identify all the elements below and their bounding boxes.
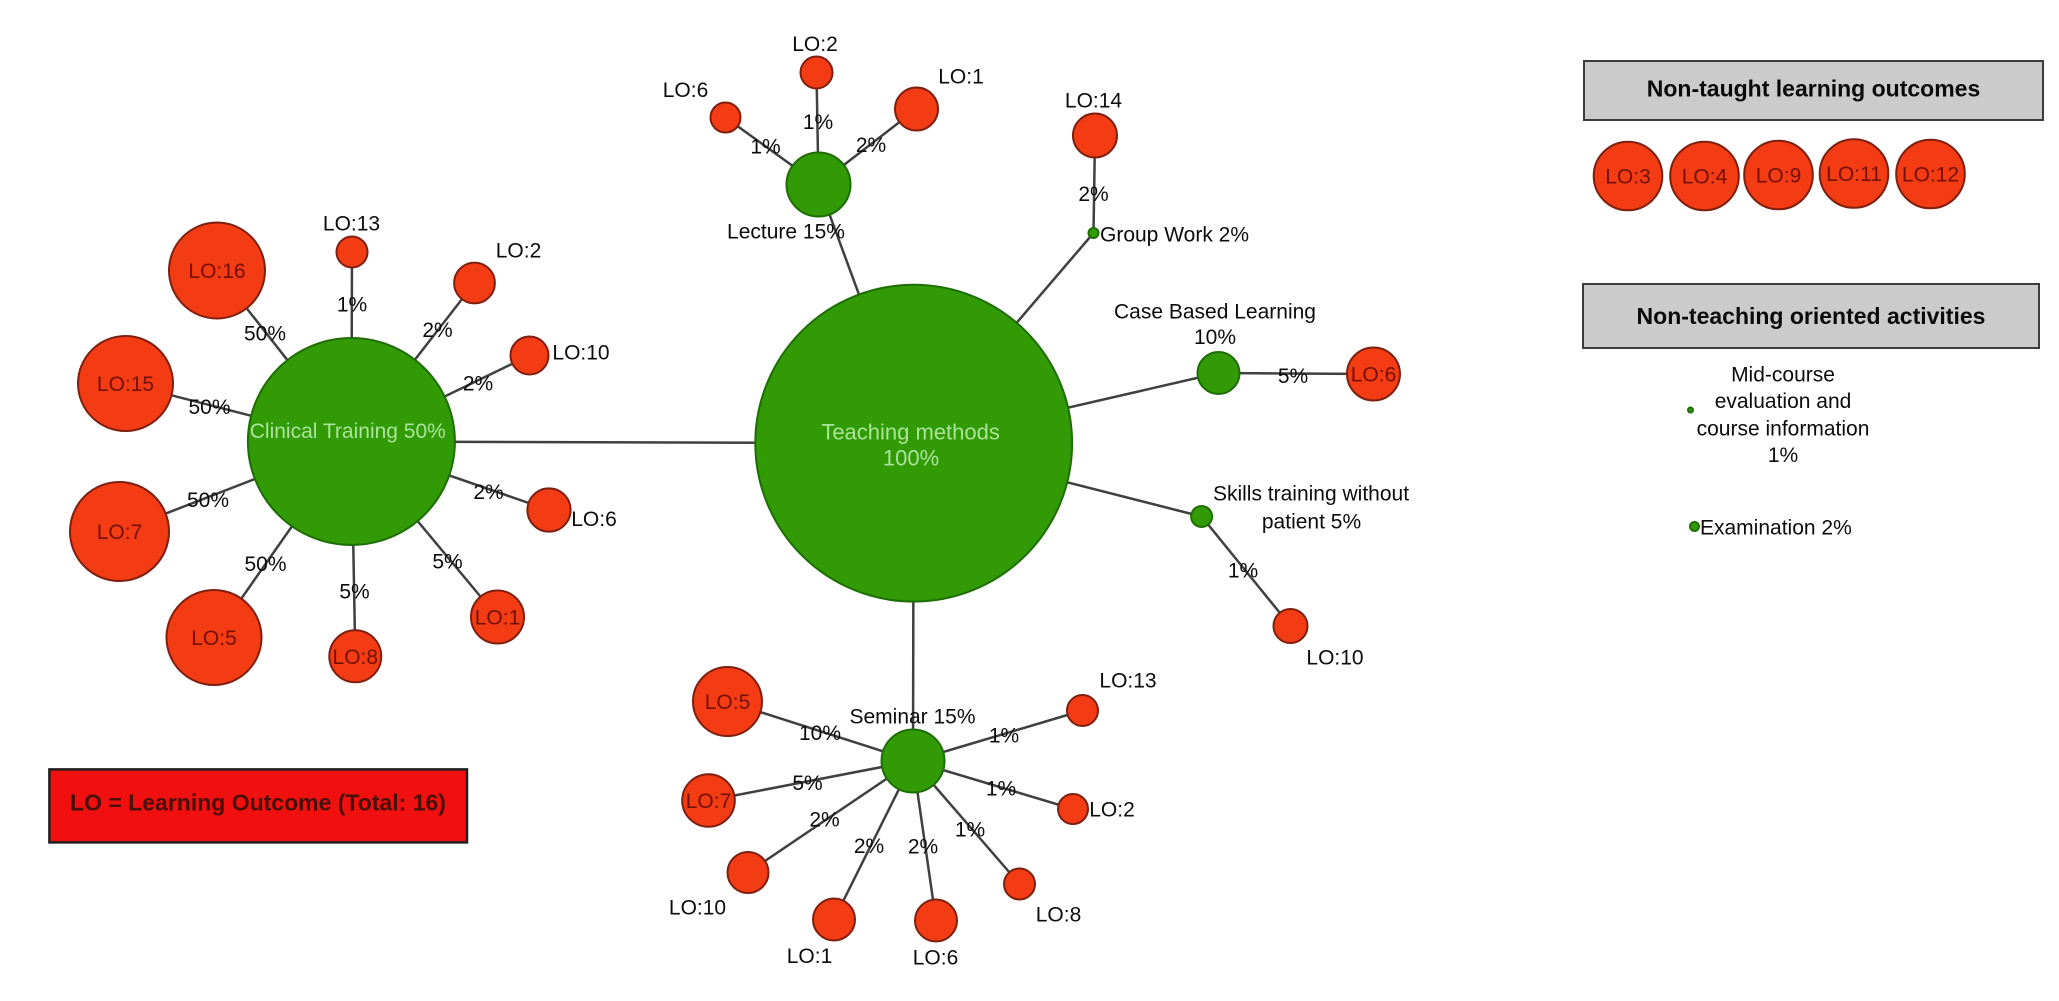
svg-text:LO:15: LO:15 [97, 373, 154, 396]
svg-text:LO:6: LO:6 [571, 508, 617, 531]
svg-text:LO:14: LO:14 [1065, 90, 1123, 113]
svg-text:LO:6: LO:6 [1351, 364, 1397, 387]
svg-text:LO:13: LO:13 [1099, 670, 1156, 693]
svg-text:LO:1: LO:1 [475, 607, 521, 630]
svg-text:LO:10: LO:10 [669, 897, 726, 920]
svg-text:evaluation and: evaluation and [1715, 390, 1852, 413]
svg-text:1%: 1% [955, 819, 985, 842]
svg-text:1%: 1% [989, 725, 1019, 748]
svg-text:LO:1: LO:1 [787, 945, 833, 968]
svg-text:50%: 50% [244, 323, 286, 346]
svg-text:LO:6: LO:6 [663, 79, 709, 102]
svg-text:LO:11: LO:11 [1826, 163, 1882, 186]
svg-text:LO:12: LO:12 [1902, 164, 1959, 187]
svg-text:2%: 2% [854, 835, 884, 858]
svg-text:2%: 2% [1078, 183, 1108, 206]
svg-text:LO:2: LO:2 [792, 33, 838, 56]
svg-text:LO:16: LO:16 [188, 260, 245, 283]
svg-text:2%: 2% [908, 836, 938, 859]
svg-text:5%: 5% [1278, 365, 1308, 388]
svg-text:LO:2: LO:2 [1089, 799, 1135, 822]
svg-text:LO:6: LO:6 [913, 947, 959, 970]
svg-text:Skills training without: Skills training without [1213, 483, 1409, 506]
svg-text:Non-taught learning outcomes: Non-taught learning outcomes [1647, 76, 1981, 102]
svg-text:10%: 10% [1194, 326, 1236, 349]
svg-text:1%: 1% [803, 111, 833, 134]
svg-text:LO:8: LO:8 [333, 646, 379, 669]
svg-text:50%: 50% [188, 396, 230, 419]
svg-text:1%: 1% [1228, 560, 1258, 583]
svg-text:50%: 50% [244, 553, 286, 576]
svg-text:Examination 2%: Examination 2% [1700, 517, 1852, 540]
svg-text:LO = Learning Outcome (Total:: LO = Learning Outcome (Total: 16) [70, 790, 446, 816]
svg-text:1%: 1% [986, 778, 1016, 801]
svg-text:LO:1: LO:1 [938, 66, 984, 89]
svg-text:1%: 1% [750, 136, 780, 159]
svg-text:2%: 2% [809, 809, 839, 832]
svg-text:100%: 100% [883, 445, 939, 470]
svg-text:2%: 2% [856, 134, 886, 157]
svg-text:LO:2: LO:2 [496, 240, 542, 263]
svg-text:Seminar 15%: Seminar 15% [849, 706, 975, 729]
svg-text:Case Based Learning: Case Based Learning [1114, 301, 1316, 324]
svg-text:LO:7: LO:7 [686, 790, 732, 813]
svg-text:LO:10: LO:10 [1306, 647, 1363, 670]
svg-text:5%: 5% [339, 581, 369, 604]
svg-text:1%: 1% [337, 294, 367, 317]
svg-text:10%: 10% [799, 722, 841, 745]
svg-text:LO:7: LO:7 [97, 521, 143, 544]
svg-text:LO:9: LO:9 [1756, 165, 1802, 188]
svg-text:course information: course information [1697, 418, 1870, 441]
svg-text:Lecture 15%: Lecture 15% [727, 221, 845, 244]
svg-text:Clinical Training 50%: Clinical Training 50% [250, 420, 446, 443]
svg-text:1%: 1% [1768, 444, 1798, 467]
svg-text:LO:5: LO:5 [191, 627, 237, 650]
svg-text:2%: 2% [422, 319, 452, 342]
svg-text:5%: 5% [432, 551, 462, 574]
svg-text:LO:4: LO:4 [1682, 166, 1728, 189]
svg-text:2%: 2% [463, 373, 493, 396]
svg-text:patient 5%: patient 5% [1262, 511, 1361, 534]
svg-text:LO:3: LO:3 [1605, 166, 1651, 189]
svg-text:Group Work 2%: Group Work 2% [1100, 224, 1249, 247]
svg-text:LO:13: LO:13 [323, 213, 380, 236]
svg-text:2%: 2% [473, 481, 503, 504]
svg-text:50%: 50% [187, 489, 229, 512]
svg-text:LO:8: LO:8 [1036, 904, 1082, 927]
svg-text:Mid-course: Mid-course [1731, 364, 1835, 387]
svg-text:Non-teaching oriented activiti: Non-teaching oriented activities [1637, 303, 1986, 329]
svg-text:LO:5: LO:5 [705, 691, 751, 714]
svg-text:5%: 5% [792, 772, 822, 795]
svg-text:LO:10: LO:10 [552, 342, 609, 365]
svg-text:Teaching methods: Teaching methods [821, 419, 1000, 444]
